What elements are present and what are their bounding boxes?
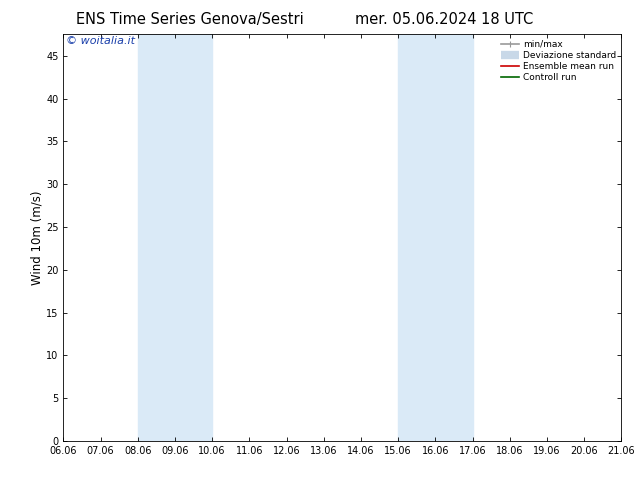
Text: © woitalia.it: © woitalia.it xyxy=(66,36,135,47)
Legend: min/max, Deviazione standard, Ensemble mean run, Controll run: min/max, Deviazione standard, Ensemble m… xyxy=(498,36,619,86)
Text: ENS Time Series Genova/Sestri: ENS Time Series Genova/Sestri xyxy=(76,12,304,27)
Y-axis label: Wind 10m (m/s): Wind 10m (m/s) xyxy=(30,191,43,285)
Text: mer. 05.06.2024 18 UTC: mer. 05.06.2024 18 UTC xyxy=(354,12,533,27)
Bar xyxy=(398,34,472,441)
Bar xyxy=(138,34,212,441)
